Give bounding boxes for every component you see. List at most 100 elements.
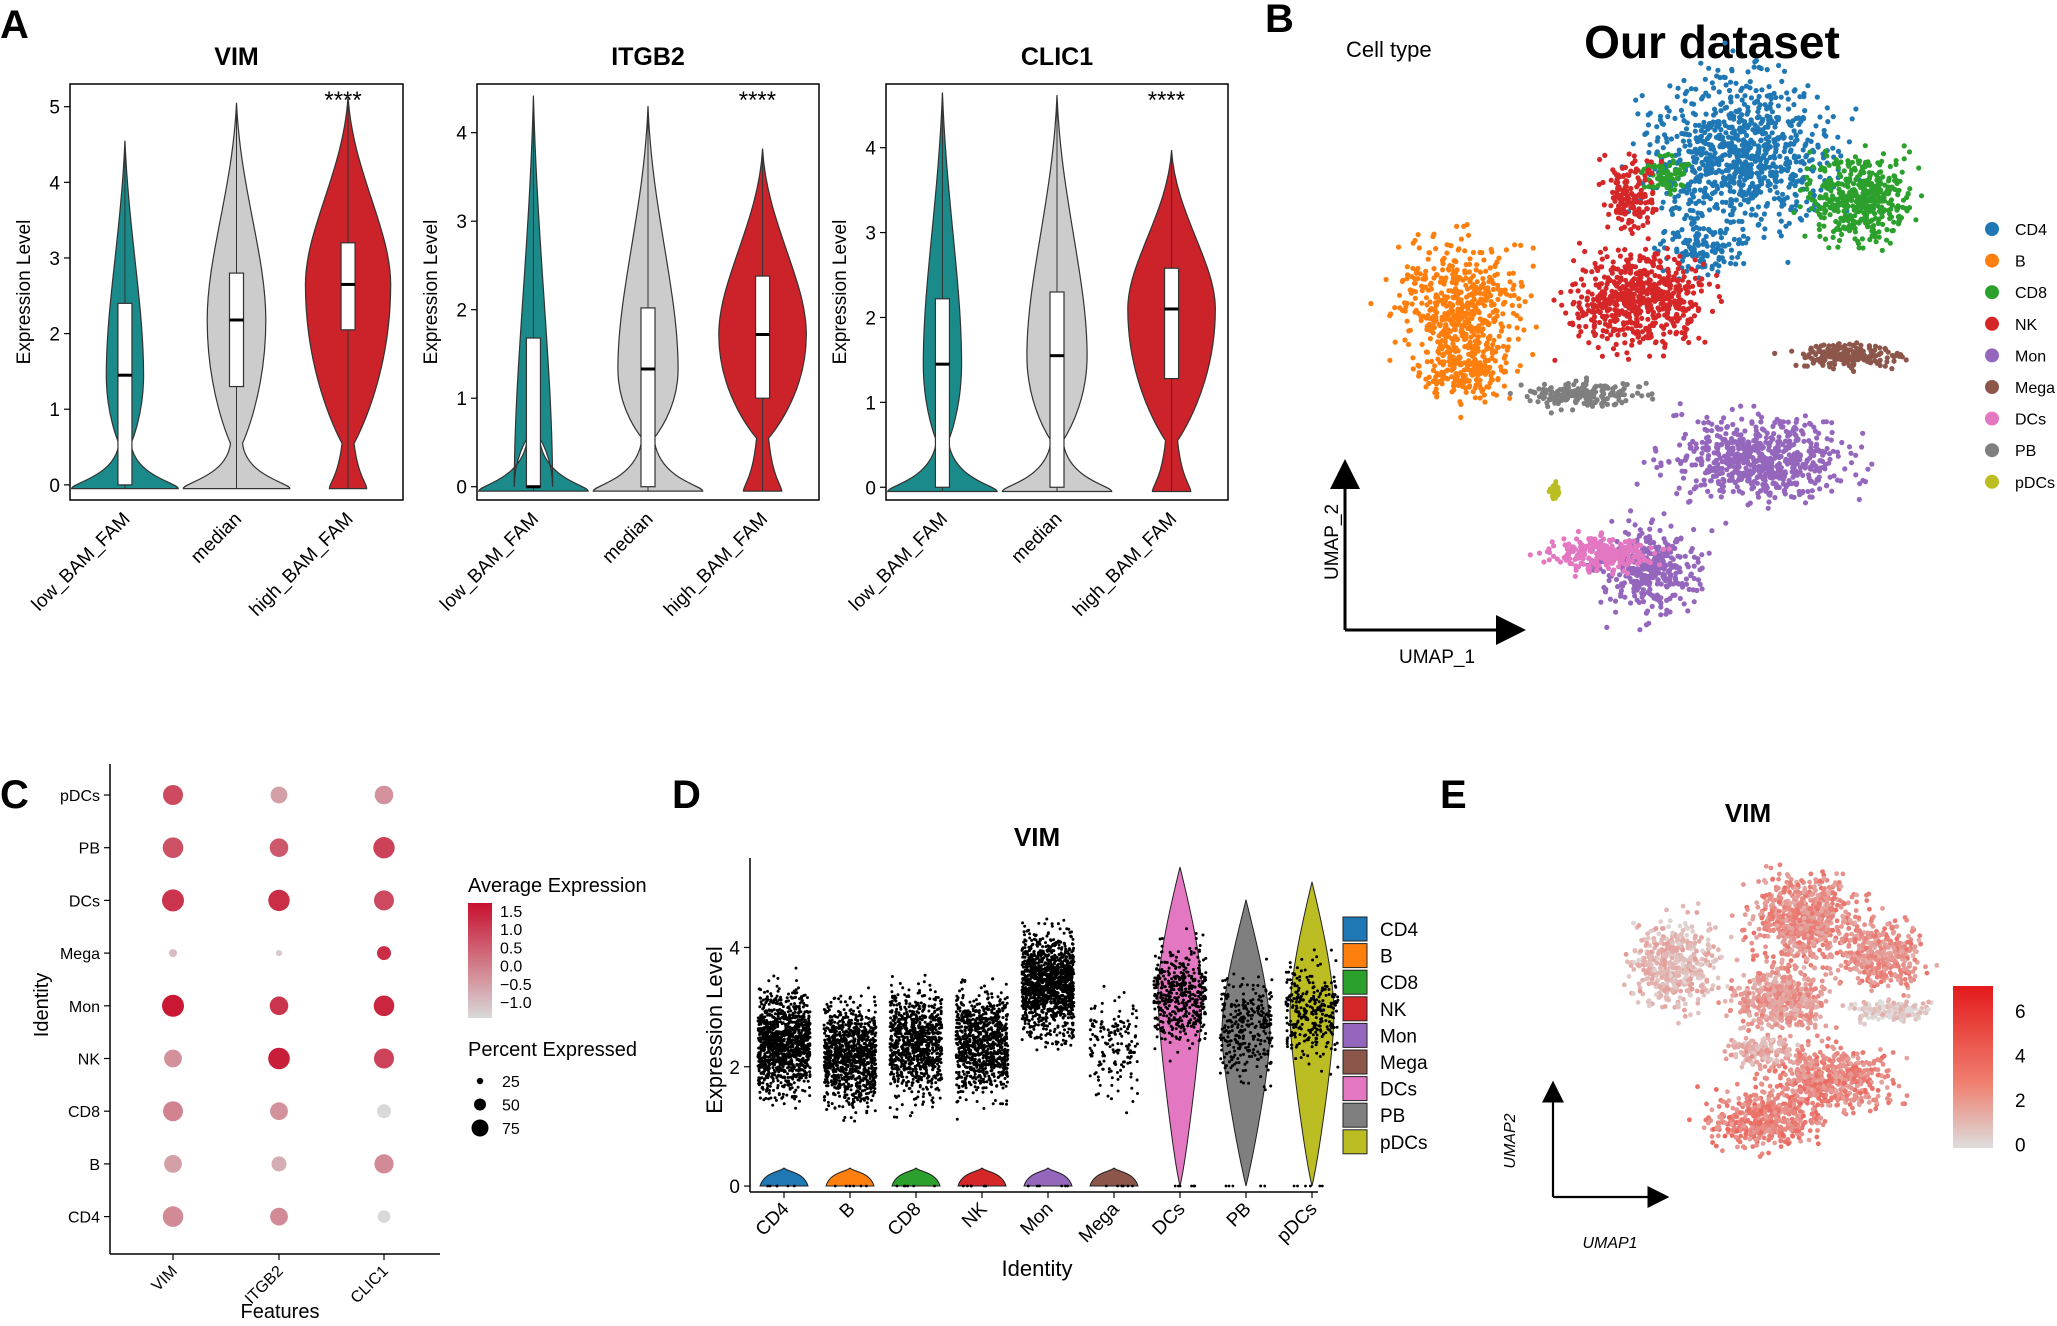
umap-cell-B [1458, 401, 1464, 407]
umap-cell-B [1474, 361, 1480, 368]
umap-cell-Mon [1661, 511, 1667, 517]
umap-cell-DCs [1566, 551, 1572, 557]
umap-cell-Mega [1885, 349, 1891, 355]
umap-cell-CD8 [1821, 223, 1827, 229]
umap-cell-CD4 [1660, 238, 1666, 244]
identity-tick-label: CD8 [68, 1104, 100, 1121]
umap-cell-DCs [1600, 544, 1606, 550]
umap-cell-CD8 [1641, 184, 1647, 190]
umap-cell-B [1480, 326, 1486, 332]
umap-cell-B [1445, 344, 1452, 351]
umap-cell-CD4 [1793, 179, 1799, 185]
umap-cell-B [1443, 322, 1449, 328]
umap-cell-CD8 [1900, 197, 1907, 203]
umap-cell-Mon [1761, 485, 1767, 491]
umap-cell-NK [1652, 314, 1658, 320]
umap-cell-CD4 [1697, 138, 1703, 144]
umap-cell-NK [1575, 288, 1581, 294]
umap-cell-B [1488, 377, 1494, 383]
umap-cell-B [1528, 293, 1534, 299]
umap-cell-CD4 [1776, 211, 1782, 217]
umap-cell-B [1440, 261, 1446, 267]
umap-cell-CD4 [1835, 134, 1841, 140]
umap-cell-CD4 [1673, 204, 1679, 211]
umap-cell-CD8 [1872, 198, 1878, 204]
umap-cell-CD4 [1761, 211, 1767, 217]
umap-cell-Mon [1708, 493, 1714, 499]
umap-cell-DCs [1610, 537, 1616, 543]
umap-cell-PB [1599, 383, 1605, 389]
umap-cell-NK [1576, 323, 1582, 330]
umap-cell-B [1473, 290, 1479, 296]
umap-cell-NK [1615, 185, 1621, 191]
umap-cell-CD8 [1885, 178, 1892, 184]
umap-cell-Mon [1668, 523, 1674, 529]
umap-cell-NK [1620, 205, 1626, 211]
umap-cell-B [1396, 292, 1403, 298]
umap-cell-CD4 [1745, 141, 1752, 147]
umap-cell-NK [1699, 276, 1705, 282]
umap-cell-NK [1692, 275, 1699, 281]
umap-cell-DCs [1581, 544, 1588, 551]
legend-label-NK: NK [2015, 317, 2038, 334]
umap-cell-CD4 [1738, 87, 1744, 94]
panel-d-title: VIM [1014, 822, 1060, 852]
umap-cell-Mon [1774, 462, 1781, 469]
umap-cell-NK [1638, 200, 1644, 206]
umap-cell-CD4 [1797, 94, 1803, 100]
umap-cell-PB [1548, 410, 1554, 416]
umap-cell-NK [1658, 159, 1664, 165]
umap-cell-NK [1639, 315, 1645, 321]
umap-cell-Mega [1820, 362, 1826, 368]
umap-cell-B [1438, 297, 1444, 303]
y-axis-label: Expression Level [830, 220, 851, 365]
umap-cell-NK [1645, 219, 1651, 225]
umap-cell-NK [1576, 333, 1582, 339]
umap-cell-B [1494, 313, 1500, 319]
umap-cell-CD4 [1733, 170, 1739, 176]
umap-cell-CD4 [1654, 124, 1660, 130]
umap-cell-NK [1613, 341, 1619, 347]
y-tick-label: 2 [456, 301, 467, 322]
umap-cell-NK [1645, 167, 1652, 173]
umap-cell-CD8 [1824, 153, 1830, 159]
umap-cell-CD8 [1878, 181, 1884, 187]
umap-cell-Mon [1839, 439, 1845, 446]
umap-cell-Mon [1758, 419, 1764, 425]
umap-cell-B [1533, 324, 1539, 330]
umap-cell-NK [1667, 329, 1673, 335]
umap-cell-CD4 [1779, 78, 1785, 84]
umap-cell-NK [1676, 283, 1682, 289]
umap-cell-CD8 [1875, 160, 1881, 166]
umap-cell-B [1445, 376, 1451, 382]
umap-cell-Mega [1899, 354, 1905, 360]
umap-cell-Mega [1835, 341, 1841, 348]
umap-cell-DCs [1624, 570, 1631, 577]
umap-cell-Mon [1750, 455, 1756, 461]
umap-cell-NK [1595, 308, 1601, 314]
umap-cell-NK [1645, 236, 1651, 242]
umap-cell-NK [1572, 281, 1578, 287]
umap-cell-CD8 [1849, 159, 1855, 165]
umap-cell-Mon [1699, 586, 1705, 592]
umap-cell-CD4 [1660, 199, 1666, 205]
umap-cell-Mon [1678, 536, 1684, 542]
umap-cell-CD4 [1720, 208, 1727, 214]
umap-cell-CD4 [1678, 107, 1684, 113]
y-tick-label: 3 [49, 249, 60, 270]
umap-cell-B [1431, 266, 1437, 272]
umap-cell-CD8 [1860, 245, 1866, 251]
umap-cell-CD4 [1703, 240, 1709, 246]
dot-Mon-ITGB2 [269, 996, 289, 1016]
identity-tick-label: CD4 [68, 1210, 100, 1227]
umap-cell-NK [1602, 321, 1608, 327]
umap-cell-NK [1615, 297, 1621, 303]
umap-cell-CD4 [1755, 204, 1761, 210]
umap-cell-CD4 [1726, 241, 1732, 247]
umap-cell-NK [1678, 297, 1684, 303]
umap-cell-Mon [1790, 474, 1796, 480]
umap-cell-NK [1625, 288, 1631, 295]
umap-cell-B [1490, 286, 1496, 292]
